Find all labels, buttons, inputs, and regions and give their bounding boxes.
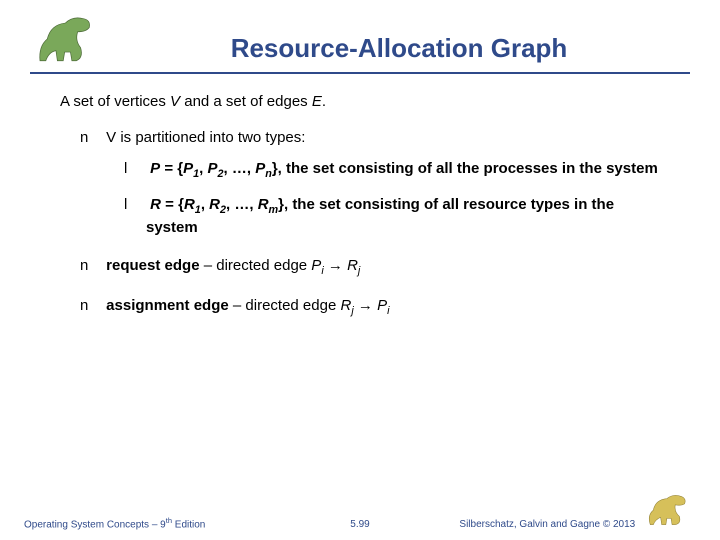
rm-sub: m <box>269 204 279 216</box>
intro-suffix: . <box>322 93 326 110</box>
b3-rj: R <box>340 297 351 314</box>
intro-e: E <box>312 93 322 110</box>
p-close: }, the set consisting of all the process… <box>272 160 658 177</box>
p-c1: , <box>199 160 207 177</box>
request-edge-term: request edge <box>106 257 199 274</box>
footer-center: 5.99 <box>350 519 369 530</box>
p-set-eq: = { <box>160 160 183 177</box>
b3-i: i <box>387 305 389 317</box>
bullet-1-text: V is partitioned into two types: <box>106 129 305 146</box>
bullet-1-sub-2: R = {R1, R2, …, Rm}, the set consisting … <box>124 195 660 238</box>
r-set-lead: R <box>150 196 161 213</box>
footer-right: Silberschatz, Galvin and Gagne © 2013 <box>459 519 635 530</box>
b2-rest: – directed edge <box>200 257 312 274</box>
r1: R <box>184 196 195 213</box>
b3-rest: – directed edge <box>229 297 341 314</box>
assignment-edge-term: assignment edge <box>106 297 229 314</box>
b2-rj: R <box>347 257 358 274</box>
intro-prefix: A set of vertices <box>60 93 170 110</box>
pn: P <box>255 160 265 177</box>
b2-pi: P <box>311 257 321 274</box>
slide-title: Resource-Allocation Graph <box>108 33 690 68</box>
r-c2: , …, <box>226 196 258 213</box>
dinosaur-top-icon <box>30 10 108 68</box>
footer-left: Operating System Concepts – 9th Edition <box>24 516 205 530</box>
bullet-2: request edge – directed edge Pi → Rj <box>80 256 660 279</box>
bullet-1: V is partitioned into two types: P = {P1… <box>80 128 660 238</box>
slide: Resource-Allocation Graph A set of verti… <box>0 0 720 540</box>
intro-mid: and a set of edges <box>180 93 312 110</box>
p2: P <box>208 160 218 177</box>
r2: R <box>209 196 220 213</box>
footer-right-wrap: Silberschatz, Galvin and Gagne © 2013 <box>459 488 696 530</box>
dinosaur-bottom-icon <box>644 488 696 530</box>
footer: Operating System Concepts – 9th Edition … <box>0 488 720 530</box>
p-c2: , …, <box>224 160 256 177</box>
footer-left-a: Operating System Concepts – 9 <box>24 519 166 530</box>
b3-arrow: → <box>354 297 377 314</box>
title-row: Resource-Allocation Graph <box>0 0 720 68</box>
b2-j: j <box>358 265 360 277</box>
content-area: A set of vertices V and a set of edges E… <box>0 74 720 319</box>
rm: R <box>258 196 269 213</box>
footer-left-b: Edition <box>172 519 205 530</box>
r-set-eq: = { <box>161 196 184 213</box>
r-c1: , <box>201 196 209 213</box>
b2-arrow: → <box>324 257 347 274</box>
pn-sub: n <box>265 168 272 180</box>
p-set-lead: P <box>150 160 160 177</box>
bullet-list: V is partitioned into two types: P = {P1… <box>60 128 660 319</box>
bullet-1-sublist: P = {P1, P2, …, Pn}, the set consisting … <box>80 159 660 238</box>
bullet-3: assignment edge – directed edge Rj → Pi <box>80 296 660 319</box>
bullet-1-sub-1: P = {P1, P2, …, Pn}, the set consisting … <box>124 159 660 182</box>
p1: P <box>183 160 193 177</box>
intro-line: A set of vertices V and a set of edges E… <box>60 92 660 112</box>
intro-v: V <box>170 93 180 110</box>
b3-pi: P <box>377 297 387 314</box>
